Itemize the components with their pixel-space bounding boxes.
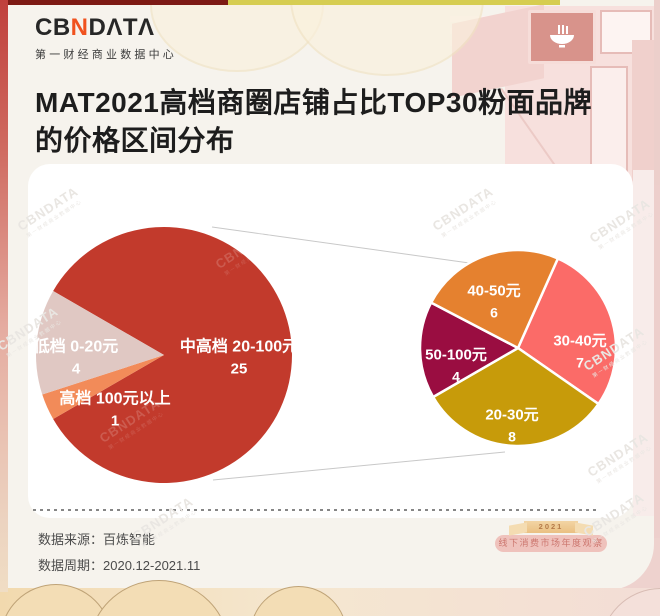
slice-label-20-30: 20-30元 8 xyxy=(485,406,538,447)
footer-divider xyxy=(33,509,598,511)
noodle-bowl-icon xyxy=(550,25,574,48)
right-edge-band xyxy=(654,185,660,592)
year-observation-badge: 2021 线下消费市场年度观察 xyxy=(495,521,607,552)
page-title: MAT2021高档商圈店铺占比TOP30粉面品牌 的价格区间分布 xyxy=(35,84,625,160)
badge-year-ribbon: 2021 xyxy=(524,521,578,533)
slice-label-text: 40-50元 xyxy=(467,282,521,300)
slice-value: 1 xyxy=(110,412,120,430)
pie-slice xyxy=(53,227,293,483)
logo-suffix: DΛTΛ xyxy=(88,14,155,41)
slice-label-text: 30-40元 xyxy=(553,332,607,350)
page-title-line1: MAT2021高档商圈店铺占比TOP30粉面品牌 xyxy=(35,87,593,118)
cloud-decoration xyxy=(600,588,660,616)
data-source-text: 数据来源：百炼智能 xyxy=(38,529,155,548)
data-period-label: 数据周期： xyxy=(38,558,104,573)
top-edge-strip-red xyxy=(0,0,228,5)
logo-subtitle: 第一财经商业数据中心 xyxy=(35,49,177,61)
logo-prefix: CB xyxy=(35,14,71,41)
funnel-connector-bottom xyxy=(212,451,506,481)
slice-value: 7 xyxy=(576,354,584,371)
slice-value: 25 xyxy=(230,360,248,378)
slice-label-50-100: 50-100元 4 xyxy=(425,346,487,387)
pie-slice xyxy=(418,301,520,399)
slice-value: 4 xyxy=(71,360,81,378)
data-source-value: 百炼智能 xyxy=(103,532,156,547)
slice-label-mid-high: 中高档 20-100元 25 xyxy=(180,337,298,380)
cloud-decoration xyxy=(0,584,112,616)
slice-label-30-40: 30-40元 7 xyxy=(553,332,606,373)
slice-label-text: 中高档 20-100元 xyxy=(179,338,299,356)
storefront-edge xyxy=(654,0,660,196)
left-edge-strip xyxy=(0,0,8,592)
slice-label-text: 20-30元 xyxy=(485,406,539,424)
slice-value: 4 xyxy=(452,368,460,385)
top-edge-strip-yellow xyxy=(228,0,560,5)
slice-label-40-50: 40-50元 6 xyxy=(467,282,520,323)
slice-label-text: 低档 0-20元 xyxy=(33,338,119,356)
pie-slice xyxy=(35,291,165,395)
chart-card: 中高档 20-100元 25 低档 0-20元 4 高档 100元以上 1 40… xyxy=(28,164,633,518)
logo-wordmark: CBNDΛTΛ xyxy=(35,14,177,42)
noodle-shop-sign xyxy=(528,10,596,64)
cloud-decoration xyxy=(88,580,230,616)
page-title-line2: 的价格区间分布 xyxy=(35,125,235,156)
bottom-edge-band xyxy=(0,580,660,616)
slice-label-text: 高档 100元以上 xyxy=(59,390,171,408)
storefront-door xyxy=(590,66,628,176)
brand-logo: CBNDΛTΛ 第一财经商业数据中心 xyxy=(35,14,177,62)
right-inner-band xyxy=(633,170,654,542)
mid-high-breakdown-pie xyxy=(418,248,618,448)
slice-label-text: 50-100元 xyxy=(425,346,487,364)
pie-slice xyxy=(42,355,164,419)
pie-slice xyxy=(429,248,560,350)
pie-charts-canvas xyxy=(35,226,618,483)
slice-value: 6 xyxy=(490,304,498,321)
logo-accent-letter: N xyxy=(70,14,89,41)
slice-label-low: 低档 0-20元 4 xyxy=(34,337,118,380)
data-source-label: 数据来源： xyxy=(38,532,104,547)
badge-label-pill: 线下消费市场年度观察 xyxy=(495,535,607,552)
price-tier-pie xyxy=(35,227,293,483)
slice-value: 8 xyxy=(508,428,516,445)
funnel-connector-top xyxy=(211,226,506,269)
slice-label-high: 高档 100元以上 1 xyxy=(59,389,170,432)
data-period-value: 2020.12-2021.11 xyxy=(103,558,201,573)
cloud-decoration xyxy=(250,586,347,616)
data-period-text: 数据周期：2020.12-2021.11 xyxy=(38,555,200,574)
pie-slice xyxy=(431,346,600,448)
